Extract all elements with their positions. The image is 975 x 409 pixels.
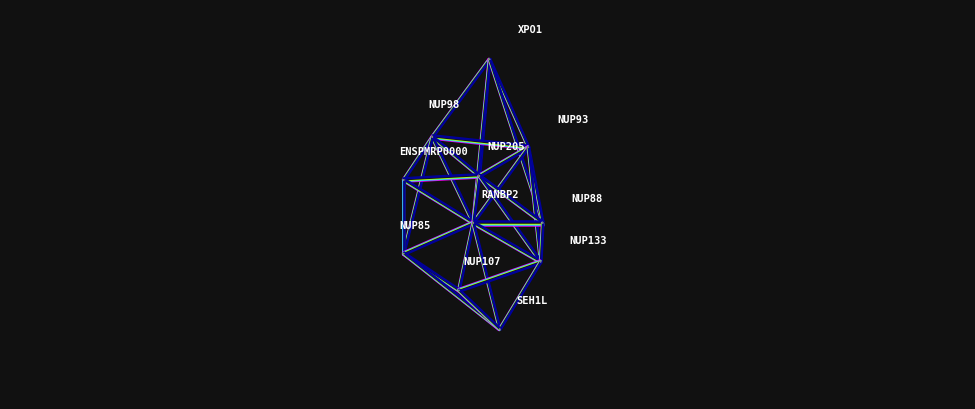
Text: NUP107: NUP107 — [463, 257, 500, 267]
Circle shape — [488, 59, 490, 60]
Text: NUP85: NUP85 — [400, 221, 431, 231]
Circle shape — [527, 147, 529, 148]
Text: NUP133: NUP133 — [569, 236, 606, 246]
Circle shape — [540, 261, 541, 262]
Text: RANBP2: RANBP2 — [482, 191, 519, 200]
Text: NUP98: NUP98 — [428, 101, 459, 110]
Circle shape — [458, 290, 459, 291]
Text: NUP205: NUP205 — [488, 142, 525, 152]
Circle shape — [479, 175, 480, 176]
Circle shape — [473, 222, 474, 223]
Circle shape — [403, 253, 405, 254]
Circle shape — [542, 222, 543, 223]
Text: XPO1: XPO1 — [518, 25, 543, 35]
Text: ENSPMRP0000: ENSPMRP0000 — [400, 148, 468, 157]
Text: NUP88: NUP88 — [571, 195, 603, 204]
Circle shape — [499, 329, 500, 330]
Text: NUP93: NUP93 — [557, 115, 588, 125]
Text: SEH1L: SEH1L — [516, 296, 547, 306]
